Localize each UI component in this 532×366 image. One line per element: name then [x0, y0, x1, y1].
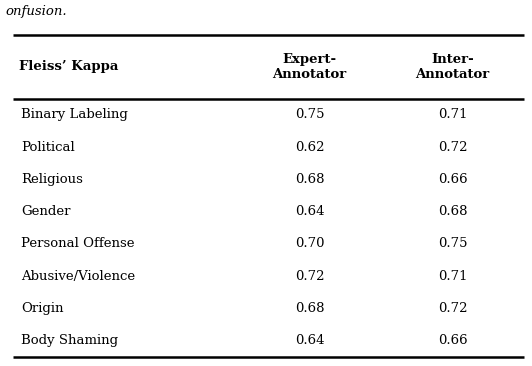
Text: Origin: Origin: [21, 302, 64, 315]
Text: 0.68: 0.68: [438, 205, 467, 218]
Text: Inter-
Annotator: Inter- Annotator: [415, 53, 489, 81]
Text: 0.72: 0.72: [438, 141, 467, 154]
Text: 0.71: 0.71: [438, 108, 467, 122]
Text: 0.75: 0.75: [438, 238, 467, 250]
Text: Expert-
Annotator: Expert- Annotator: [272, 53, 347, 81]
Text: 0.75: 0.75: [295, 108, 325, 122]
Text: 0.66: 0.66: [438, 334, 467, 347]
Text: 0.72: 0.72: [295, 270, 325, 283]
Text: Body Shaming: Body Shaming: [21, 334, 119, 347]
Text: 0.64: 0.64: [295, 334, 325, 347]
Text: 0.68: 0.68: [295, 302, 325, 315]
Text: 0.71: 0.71: [438, 270, 467, 283]
Text: Gender: Gender: [21, 205, 71, 218]
Text: Binary Labeling: Binary Labeling: [21, 108, 128, 122]
Text: Abusive/Violence: Abusive/Violence: [21, 270, 136, 283]
Text: 0.62: 0.62: [295, 141, 325, 154]
Text: Personal Offense: Personal Offense: [21, 238, 135, 250]
Text: Political: Political: [21, 141, 75, 154]
Text: 0.68: 0.68: [295, 173, 325, 186]
Text: 0.64: 0.64: [295, 205, 325, 218]
Text: onfusion.: onfusion.: [5, 5, 67, 19]
Text: 0.70: 0.70: [295, 238, 325, 250]
Text: 0.72: 0.72: [438, 302, 467, 315]
Text: Fleiss’ Kappa: Fleiss’ Kappa: [19, 60, 118, 73]
Text: Religious: Religious: [21, 173, 83, 186]
Text: 0.66: 0.66: [438, 173, 467, 186]
